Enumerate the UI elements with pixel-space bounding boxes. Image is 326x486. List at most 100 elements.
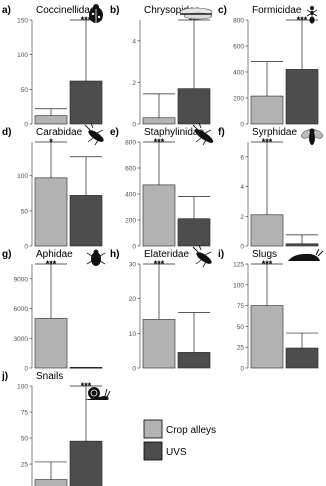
y-tick-label: 0 <box>240 122 244 129</box>
y-tick-label: 0 <box>240 366 244 373</box>
panel-6: f) Syrphidae 0 2 4 6 *** <box>218 127 323 251</box>
bar-crop-alleys <box>250 305 284 369</box>
significance-label: *** <box>262 259 273 269</box>
rove-beetle-icon <box>192 122 214 146</box>
ladybird-icon <box>89 4 103 23</box>
y-tick-label: 2 <box>132 80 136 87</box>
y-tick-label: 600 <box>233 44 244 51</box>
significance-label: *** <box>81 15 92 25</box>
y-tick-label: 200 <box>125 218 136 225</box>
significance-label: *** <box>297 15 308 25</box>
y-tick-label: 0 <box>132 122 136 129</box>
panel-title: Aphidae <box>36 249 73 260</box>
panel-title: Formicidae <box>252 5 302 16</box>
significance-label: *** <box>154 137 165 147</box>
y-tick-label: 50 <box>21 436 29 443</box>
bar-uvs <box>69 80 103 125</box>
significance-label: *** <box>189 15 200 25</box>
click-beetle-icon <box>192 244 212 268</box>
y-tick-label: 50 <box>21 208 29 215</box>
panel-letter: i) <box>218 249 224 260</box>
y-tick-label: 2 <box>240 214 244 221</box>
bar-crop-alleys <box>34 177 68 247</box>
bar-uvs <box>69 195 103 247</box>
y-tick-label: 0 <box>24 122 28 129</box>
panel-letter: h) <box>110 249 119 260</box>
bar-crop-alleys <box>34 479 68 486</box>
bar-crop-alleys <box>142 184 176 247</box>
lacewing-icon <box>179 7 213 20</box>
panel-title: Carabidae <box>36 127 83 138</box>
panel-1: a) Coccinellidae 0 50 100 150 *** <box>2 4 103 129</box>
panel-title: Coccinellidae <box>36 5 96 16</box>
panel-9: i) Slugs 0 25 50 75 100 125 *** <box>218 248 324 373</box>
y-tick-label: 0 <box>132 244 136 251</box>
panel-title: Slugs <box>252 249 277 260</box>
panel-title: Staphylinidae <box>144 127 204 138</box>
panel-title: Syrphidae <box>252 127 297 138</box>
slug-icon <box>288 248 324 261</box>
bar-uvs <box>69 367 103 369</box>
y-tick-label: 800 <box>125 140 136 147</box>
significance-label: *** <box>81 381 92 391</box>
panel-letter: j) <box>1 371 8 382</box>
panel-4: d) Carabidae 0 50 100 * <box>2 122 104 251</box>
bar-crop-alleys <box>250 214 284 247</box>
panel-3: c) Formicidae 0 200 400 600 800 *** <box>218 5 319 129</box>
y-tick-label: 0 <box>240 244 244 251</box>
panel-2: b) Chrysopidae 0 2 4 *** <box>110 5 213 129</box>
panel-letter: f) <box>218 127 225 138</box>
panel-5: e) Staphylinidae 0 200 400 600 800 *** <box>110 122 214 251</box>
y-tick-label: 100 <box>17 52 28 59</box>
y-tick-label: 50 <box>237 324 245 331</box>
y-tick-label: 6000 <box>14 306 29 313</box>
snail-icon <box>84 387 111 400</box>
bar-crop-alleys <box>34 115 68 125</box>
legend-swatch-uvs <box>143 441 163 461</box>
panel-title: Chrysopidae <box>144 5 201 16</box>
significance-label: *** <box>262 137 273 147</box>
legend-swatch-crop-alleys <box>143 419 163 439</box>
y-tick-label: 6 <box>240 154 244 161</box>
y-tick-label: 10 <box>129 331 137 338</box>
bar-crop-alleys <box>34 318 68 369</box>
y-tick-label: 125 <box>233 262 244 269</box>
bar-crop-alleys <box>142 319 176 369</box>
bar-uvs <box>177 352 211 369</box>
panel-letter: b) <box>110 5 119 16</box>
y-tick-label: 100 <box>17 173 28 180</box>
panel-title: Snails <box>36 371 63 382</box>
panel-7: g) Aphidae 0 3000 6000 9000 *** <box>2 249 106 373</box>
y-tick-label: 100 <box>17 384 28 391</box>
panel-letter: g) <box>2 249 11 260</box>
hoverfly-icon <box>301 128 323 145</box>
panel-10: j)Snails0255075100*** <box>1 371 111 486</box>
legend-label-crop-alleys: Crop alleys <box>166 425 216 436</box>
y-tick-label: 4 <box>240 184 244 191</box>
y-tick-label: 400 <box>125 192 136 199</box>
legend-label-uvs: UVS <box>166 447 187 458</box>
y-tick-label: 600 <box>125 166 136 173</box>
bar-uvs <box>285 347 319 369</box>
bar-crop-alleys <box>142 117 176 125</box>
y-tick-label: 75 <box>21 410 29 417</box>
y-tick-label: 9000 <box>14 276 29 283</box>
y-tick-label: 20 <box>129 296 137 303</box>
bar-uvs <box>177 88 211 125</box>
ant-icon <box>306 6 318 24</box>
bar-crop-alleys <box>250 95 284 125</box>
y-tick-label: 400 <box>233 70 244 77</box>
significance-label: *** <box>154 259 165 269</box>
significance-label: * <box>49 137 53 147</box>
bar-uvs <box>177 218 211 247</box>
panel-letter: c) <box>218 5 227 16</box>
y-tick-label: 50 <box>21 87 29 94</box>
y-tick-label: 25 <box>237 345 245 352</box>
y-tick-label: 30 <box>129 262 137 269</box>
y-tick-label: 0 <box>24 366 28 373</box>
y-tick-label: 75 <box>237 303 245 310</box>
y-tick-label: 0 <box>132 366 136 373</box>
y-tick-label: 800 <box>233 18 244 25</box>
